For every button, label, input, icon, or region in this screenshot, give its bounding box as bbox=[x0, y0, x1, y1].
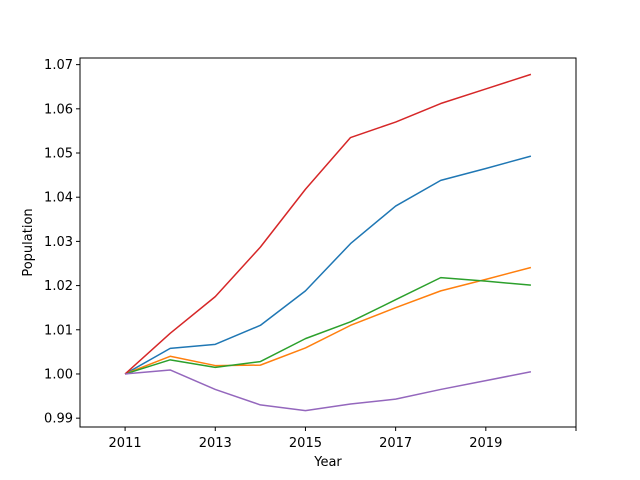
x-axis-label: Year bbox=[313, 455, 342, 470]
y-tick-label: 1.02 bbox=[44, 279, 73, 294]
y-tick-label: 1.07 bbox=[44, 58, 73, 73]
series-line-1 bbox=[124, 155, 532, 375]
y-tick-label: 1.01 bbox=[44, 323, 73, 338]
x-tick-label: 2015 bbox=[289, 436, 322, 451]
x-axis-ticks: 2011 2013 2015 2017 2019 bbox=[109, 427, 577, 451]
y-tick-label: 1.05 bbox=[44, 147, 73, 162]
y-tick-label: 1.04 bbox=[44, 191, 73, 206]
x-tick-label: 2017 bbox=[379, 436, 412, 451]
y-tick-label: 1.06 bbox=[44, 102, 73, 117]
y-axis-label: Population bbox=[21, 208, 36, 276]
series-lines bbox=[124, 73, 532, 412]
series-line-3 bbox=[124, 276, 531, 375]
series-line-2 bbox=[124, 266, 532, 375]
y-axis-ticks: 0.99 1.00 1.01 1.02 1.03 1.04 1.05 1.06 1.07 bbox=[44, 58, 80, 427]
y-tick-label: 1.03 bbox=[44, 235, 73, 250]
x-tick-label: 2013 bbox=[199, 436, 232, 451]
series-line-5 bbox=[125, 369, 532, 412]
y-tick-label: 0.99 bbox=[44, 412, 73, 427]
series-line-4 bbox=[124, 73, 532, 375]
x-tick-label: 2011 bbox=[109, 436, 142, 451]
x-tick-label: 2019 bbox=[469, 436, 502, 451]
plot-frame bbox=[79, 57, 577, 428]
y-tick-label: 1.00 bbox=[44, 367, 73, 382]
